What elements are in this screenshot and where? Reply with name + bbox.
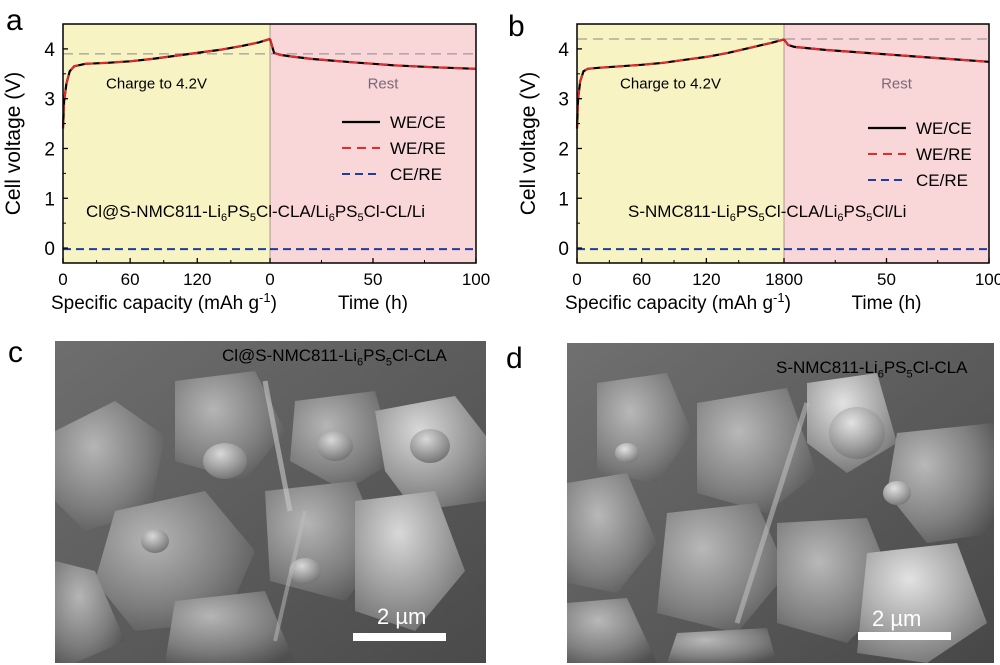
y-axis-label: Cell voltage (V): [517, 72, 540, 216]
y-tick-label: 0: [44, 239, 55, 260]
x-tick-label: 60: [121, 270, 140, 289]
x-axis-label-right: Time (h): [851, 293, 921, 314]
y-tick-label: 2: [558, 139, 569, 160]
x-axis-label-left: Specific capacity (mAh g-1): [565, 290, 791, 314]
scale-bar-label-d: 2 µm: [872, 606, 922, 631]
x-tick-label: 1800: [765, 270, 803, 289]
y-tick-label: 1: [44, 189, 55, 210]
voltage-chart-a: 0 1 2 3 4 0 60 120 0 50 100 Cell voltage (V) Specifi…: [2, 23, 490, 314]
x-tick-label: 100: [462, 270, 490, 289]
y-tick-label: 4: [558, 40, 569, 61]
region-label-charge: Charge to 4.2V: [620, 76, 721, 93]
x-axis-label-right: Time (h): [338, 293, 408, 314]
panel-letter-a: a: [6, 4, 23, 37]
series-we-re-charge: [576, 38, 785, 129]
y-tick-label: 0: [558, 239, 569, 260]
y-tick-label: 3: [44, 90, 55, 111]
panel-letter-c: c: [8, 336, 23, 369]
cell-config-label: S-NMC811-Li6PS5Cl-CLA/Li6PS5Cl/Li: [628, 202, 906, 224]
legend-label: CE/RE: [916, 171, 968, 190]
x-tick-label: 60: [632, 270, 651, 289]
cell-config-label: Cl@S-NMC811-Li6PS5Cl-CLA/Li6PS5Cl-CL/Li: [86, 202, 425, 224]
y-tick-label: 3: [558, 90, 569, 111]
y-tick-label: 1: [558, 189, 569, 210]
x-tick-label: 0: [58, 270, 67, 289]
x-tick-label: 50: [877, 270, 896, 289]
y-tick-label: 2: [44, 139, 55, 160]
region-label-charge: Charge to 4.2V: [106, 76, 207, 93]
x-tick-label: 50: [364, 270, 383, 289]
sem-image-c: [55, 341, 486, 663]
x-tick-label: 120: [183, 270, 211, 289]
sem-label-d: S-NMC811-Li6PS5Cl-CLA: [776, 358, 968, 381]
sem-image-d: [567, 343, 994, 663]
x-tick-label: 100: [975, 270, 1000, 289]
legend-label: WE/RE: [916, 145, 972, 164]
sem-label-c: Cl@S-NMC811-Li6PS5Cl-CLA: [222, 346, 447, 369]
charge-region: [577, 24, 784, 263]
series-we-re-rest: [783, 38, 990, 63]
legend-label: WE/CE: [390, 113, 446, 132]
x-tick-label: 0: [265, 270, 274, 289]
y-tick-label: 4: [44, 40, 55, 61]
y-axis-label: Cell voltage (V): [2, 72, 25, 216]
x-axis-label-left: Specific capacity (mAh g-1): [51, 290, 277, 314]
region-label-rest: Rest: [368, 76, 400, 93]
series-we-re-charge: [62, 37, 271, 129]
legend-label: CE/RE: [390, 165, 442, 184]
panel-letter-d: d: [506, 342, 523, 375]
plot-frame: [576, 23, 990, 264]
x-tick-label: 0: [572, 270, 581, 289]
rest-region: [784, 24, 989, 263]
voltage-chart-b: 0 1 2 3 4 0 60 120 1800 50 100 Cell voltage (V) Spec…: [517, 23, 1000, 314]
legend-label: WE/RE: [390, 139, 446, 158]
x-tick-label: 120: [692, 270, 720, 289]
panel-letter-b: b: [508, 10, 525, 43]
legend-label: WE/CE: [916, 119, 972, 138]
series-we-re-rest: [269, 38, 477, 70]
region-label-rest: Rest: [881, 76, 913, 93]
scale-bar-label-c: 2 µm: [377, 604, 427, 629]
charge-region: [63, 24, 270, 263]
